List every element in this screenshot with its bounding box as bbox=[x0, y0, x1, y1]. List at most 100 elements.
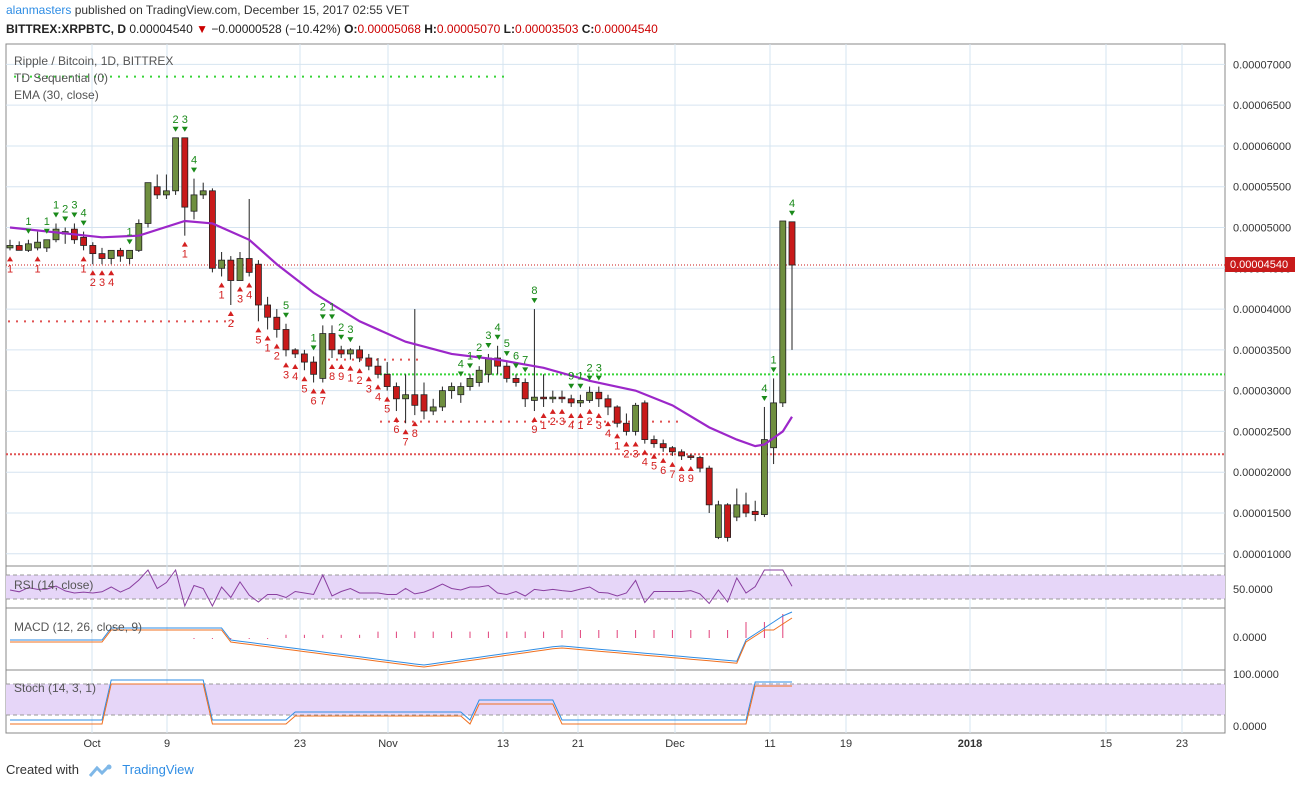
time-tick-label: 9 bbox=[164, 738, 170, 750]
candle-body bbox=[245, 258, 253, 273]
td-sell-count: 1 bbox=[771, 354, 777, 366]
candle-body bbox=[144, 182, 152, 224]
candle-body bbox=[604, 398, 612, 408]
td-buy-triangle bbox=[559, 408, 565, 414]
td-sell-count: 5 bbox=[283, 300, 289, 312]
price-panel[interactable] bbox=[5, 43, 1226, 567]
td-buy-count: 9 bbox=[688, 473, 694, 485]
macd-panel[interactable] bbox=[5, 607, 1226, 671]
td-buy-count: 4 bbox=[642, 457, 648, 469]
td-sell-triangle bbox=[789, 210, 795, 216]
td-sell-count: 1 bbox=[25, 216, 31, 228]
time-tick-label: 15 bbox=[1100, 738, 1112, 750]
td-buy-count: 6 bbox=[311, 395, 317, 407]
candle-body bbox=[181, 137, 189, 208]
candle-body bbox=[678, 451, 685, 457]
td-buy-count: 7 bbox=[320, 395, 326, 407]
last-price-tag-text: 0.00004540 bbox=[1230, 259, 1288, 271]
price-tick-label: 0.00003000 bbox=[1233, 386, 1291, 398]
candle-body bbox=[52, 228, 60, 241]
candle-body bbox=[6, 245, 14, 249]
candle-body bbox=[521, 382, 529, 400]
candle-body bbox=[34, 241, 41, 249]
td-buy-triangle bbox=[255, 327, 262, 333]
td-buy-triangle bbox=[80, 256, 87, 262]
stoch-band bbox=[6, 684, 1225, 715]
td-buy-triangle bbox=[319, 388, 326, 394]
candle-body bbox=[190, 194, 198, 212]
candle-body bbox=[126, 249, 133, 259]
time-tick-label: Nov bbox=[378, 738, 398, 750]
td-buy-triangle bbox=[549, 408, 556, 414]
candle-body bbox=[328, 333, 336, 351]
rsi-axis-label: 50.0000 bbox=[1233, 584, 1273, 596]
td-buy-triangle bbox=[605, 421, 611, 427]
price-tick-label: 0.00005500 bbox=[1233, 182, 1291, 194]
candle-body bbox=[107, 249, 115, 259]
candle-body bbox=[420, 394, 428, 412]
td-buy-triangle bbox=[531, 417, 538, 423]
time-tick-label: 23 bbox=[294, 738, 306, 750]
td-sell-count: 2 bbox=[173, 114, 179, 126]
td-buy-triangle bbox=[411, 421, 418, 427]
candle-body bbox=[641, 402, 649, 440]
close-value: 0.00004540 bbox=[594, 22, 658, 36]
td-buy-triangle bbox=[181, 241, 188, 247]
candle-body bbox=[595, 391, 603, 400]
candle-body bbox=[254, 263, 262, 306]
td-buy-count: 1 bbox=[347, 373, 353, 385]
td-buy-count: 9 bbox=[338, 371, 344, 383]
time-tick-label: 2018 bbox=[958, 738, 982, 750]
author-link[interactable]: alanmasters bbox=[6, 3, 72, 17]
time-tick-label: Oct bbox=[83, 738, 100, 750]
time-tick-label: 19 bbox=[840, 738, 852, 750]
td-buy-count: 1 bbox=[81, 263, 87, 275]
candle-body bbox=[586, 391, 593, 401]
td-buy-count: 3 bbox=[366, 383, 372, 395]
candle-body bbox=[751, 510, 759, 516]
td-buy-count: 6 bbox=[393, 424, 399, 436]
td-sell-triangle bbox=[476, 355, 483, 361]
td-sell-count: 8 bbox=[531, 285, 537, 297]
candle-body bbox=[724, 504, 731, 538]
td-buy-count: 5 bbox=[384, 404, 390, 416]
td-sell-count: 1 bbox=[329, 301, 335, 313]
td-buy-triangle bbox=[356, 368, 363, 374]
candle-body bbox=[715, 504, 722, 538]
td-buy-triangle bbox=[614, 433, 621, 439]
td-buy-count: 1 bbox=[182, 249, 188, 261]
td-buy-count: 4 bbox=[108, 277, 114, 289]
td-sell-triangle bbox=[283, 312, 289, 318]
td-buy-count: 1 bbox=[577, 420, 583, 432]
candle-body bbox=[788, 221, 796, 266]
td-sell-triangle bbox=[761, 395, 768, 401]
td-sell-triangle bbox=[467, 363, 473, 369]
candle-body bbox=[687, 455, 695, 458]
macd-signal-line bbox=[10, 617, 793, 668]
price-tick-label: 0.00001500 bbox=[1233, 508, 1291, 520]
td-sell-triangle bbox=[172, 126, 179, 132]
candle-body bbox=[273, 316, 281, 330]
indicator-lines bbox=[9, 568, 793, 725]
td-sell-triangle bbox=[53, 212, 59, 218]
td-sell-count: 1 bbox=[311, 332, 317, 344]
td-buy-triangle bbox=[595, 412, 602, 418]
tradingview-link[interactable]: TradingView bbox=[122, 762, 194, 777]
td-buy-count: 7 bbox=[669, 469, 675, 481]
td-buy-triangle bbox=[660, 457, 667, 463]
td-sell-triangle bbox=[329, 314, 335, 320]
td-sell-triangle bbox=[181, 126, 188, 132]
td-sell-count: 4 bbox=[495, 322, 501, 334]
candle-body bbox=[540, 396, 547, 400]
td-buy-triangle bbox=[227, 311, 234, 316]
td-buy-triangle bbox=[393, 417, 400, 423]
td-sell-triangle bbox=[586, 375, 593, 381]
td-buy-triangle bbox=[292, 364, 299, 370]
price-tick-label: 0.00007000 bbox=[1233, 59, 1291, 71]
td-buy-triangle bbox=[577, 412, 584, 418]
td-buy-triangle bbox=[237, 286, 243, 292]
ema-line bbox=[9, 219, 793, 448]
td-sell-count: 9 bbox=[568, 371, 574, 383]
td-sell-triangle bbox=[595, 375, 602, 381]
